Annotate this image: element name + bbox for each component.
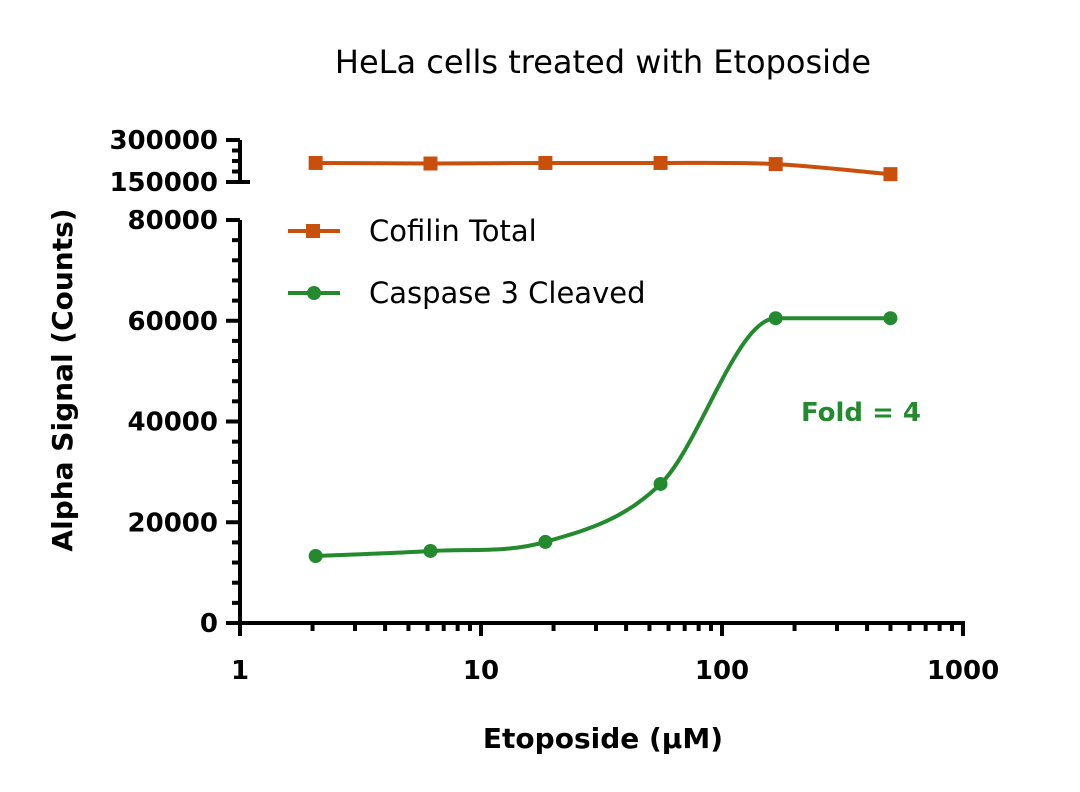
legend-item-caspase: Caspase 3 Cleaved: [288, 276, 645, 310]
y-tick-label: 150000: [109, 168, 218, 198]
y-tick-label: 60000: [128, 307, 218, 337]
y-tick-label: 80000: [128, 206, 218, 236]
axes: [226, 138, 965, 636]
x-tick-label: 100: [695, 656, 749, 686]
circle-marker-icon: [423, 543, 438, 558]
y-tick-label: 300000: [109, 126, 218, 156]
y-tick-label: 20000: [128, 508, 218, 538]
square-marker-icon: [538, 155, 553, 170]
y-tick-label: 40000: [128, 408, 218, 438]
data-series: [308, 155, 898, 564]
series-1: [308, 311, 898, 564]
y-tick-labels: 0 20000 40000 60000 80000 150000 300000: [109, 126, 218, 639]
square-marker-icon: [423, 156, 438, 171]
x-tick-label: 1: [231, 656, 249, 686]
x-tick-labels: 1 10 100 1000: [231, 656, 999, 686]
x-tick-label: 10: [463, 656, 499, 686]
fold-annotation: Fold = 4: [801, 398, 921, 428]
square-marker-icon: [883, 167, 898, 182]
circle-marker-icon: [538, 534, 553, 549]
series-0: [308, 155, 898, 182]
circle-marker-icon: [883, 311, 898, 326]
chart-title: HeLa cells treated with Etoposide: [335, 43, 871, 81]
y-tick-label: 0: [200, 609, 218, 639]
square-marker-icon: [768, 157, 783, 172]
x-axis-label: Etoposide (µM): [483, 722, 723, 755]
legend: Cofilin Total Caspase 3 Cleaved: [288, 214, 645, 310]
svg-text:Cofilin Total: Cofilin Total: [369, 214, 537, 248]
y-axis-label: Alpha Signal (Counts): [46, 208, 79, 551]
legend-item-cofilin: Cofilin Total: [288, 214, 537, 248]
svg-text:Caspase 3 Cleaved: Caspase 3 Cleaved: [369, 276, 645, 310]
circle-marker-icon: [653, 476, 668, 491]
square-marker-icon: [653, 155, 668, 170]
circle-marker-icon: [308, 549, 323, 564]
x-tick-label: 1000: [927, 656, 999, 686]
circle-marker-icon: [768, 311, 783, 326]
square-marker-icon: [308, 155, 323, 170]
